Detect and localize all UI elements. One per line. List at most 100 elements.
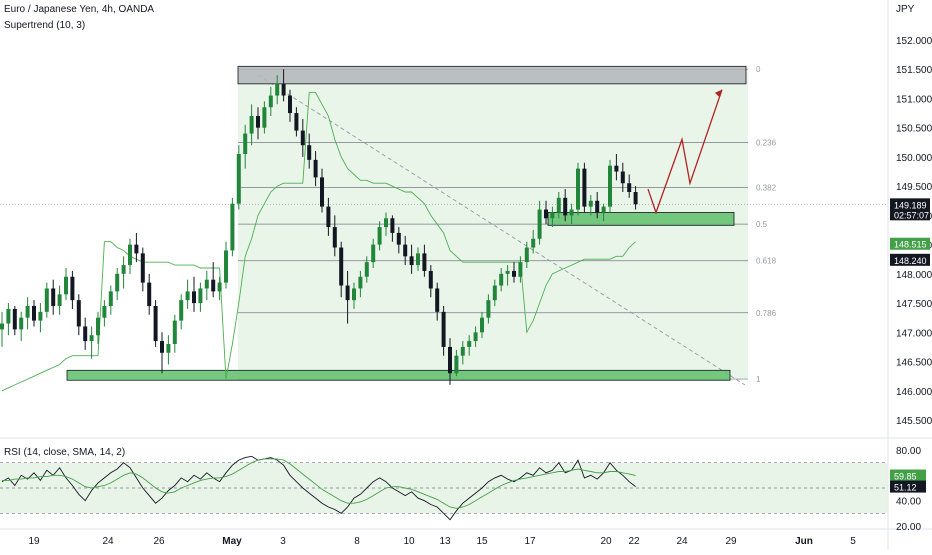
fib-level-label: 0.618 (756, 257, 777, 266)
chart-title: Euro / Japanese Yen, 4h, OANDA (4, 4, 155, 15)
candle-body (588, 200, 593, 207)
candle-body (96, 317, 100, 336)
candle-body (19, 317, 24, 330)
candle-body (364, 262, 369, 277)
price-tick-label: 150.500 (896, 124, 932, 135)
time-tick-label: 15 (476, 536, 488, 547)
candle-body (428, 270, 433, 289)
candle-body (467, 341, 472, 347)
candle-body (595, 200, 600, 213)
candle-body (300, 130, 305, 146)
projection-arrowhead (715, 89, 722, 97)
rsi-tag-label: 59.85 (894, 472, 917, 482)
candle-body (288, 95, 292, 114)
candle-body (25, 306, 30, 318)
candle-body (192, 291, 196, 304)
candle-body (544, 209, 548, 219)
candle-body (262, 107, 267, 128)
time-tick-label: 29 (725, 536, 737, 547)
fib-level-label: 1 (756, 375, 761, 384)
time-tick-label: 5 (850, 536, 856, 547)
candle-body (115, 273, 120, 292)
candle-body (582, 168, 587, 207)
price-tag-bg (890, 253, 930, 266)
rsi-tag-bg (890, 480, 926, 493)
time-tick-label: 26 (153, 536, 165, 547)
candle-body (435, 288, 440, 312)
fib-level-label: 0.236 (756, 138, 777, 147)
candle-body (307, 145, 312, 160)
candle-body (108, 291, 113, 306)
candle-body (377, 227, 382, 245)
rsi-tick-label: 80.00 (896, 446, 921, 457)
candle-body (384, 218, 388, 228)
candle-body (83, 326, 88, 342)
candle-body (505, 270, 510, 274)
candle-body (326, 206, 331, 228)
candle-body (179, 300, 184, 321)
price-tag-bg (890, 198, 930, 221)
candle-body (121, 265, 126, 274)
candle-body (320, 177, 324, 207)
candle-body (480, 317, 484, 333)
price-tick-label: 151.500 (896, 65, 932, 76)
candle-body (57, 294, 62, 306)
time-tick-label: 3 (280, 536, 286, 547)
candle-body (473, 332, 478, 342)
trend-line-dashed (257, 74, 746, 386)
candle-body (339, 247, 344, 286)
rsi-tag-label: 51.12 (894, 483, 917, 493)
candle-body (550, 212, 555, 219)
price-tick-label: 146.000 (896, 387, 932, 398)
candle-body (390, 218, 395, 233)
candle-body (249, 116, 254, 134)
candle-body (416, 253, 420, 266)
currency-label: JPY (896, 4, 915, 15)
price-tag-label: 148.240 (894, 256, 927, 266)
price-tick-label: 147.000 (896, 328, 932, 339)
candle-body (441, 311, 446, 347)
candle-body (166, 344, 171, 353)
candle-body (147, 282, 152, 306)
candle-body (185, 291, 190, 301)
candle-body (89, 335, 94, 342)
price-tick-label: 150.000 (896, 153, 932, 164)
time-tick-label: 8 (354, 536, 360, 547)
rsi-ma-line (2, 458, 636, 509)
candle-body (608, 165, 612, 207)
candle-body (537, 209, 542, 239)
candle-body (633, 192, 638, 205)
candle-body (313, 159, 318, 178)
time-tick-label: May (222, 536, 242, 547)
candle-body (204, 279, 209, 289)
candle-body (614, 165, 619, 172)
candle-body (492, 285, 497, 301)
price-tick-label: 148.000 (896, 270, 932, 281)
candle-body (512, 270, 516, 277)
candle-body (409, 256, 414, 266)
time-tick-label: 24 (676, 536, 688, 547)
resistance-zone (237, 65, 747, 85)
candle-body (422, 253, 427, 271)
support-lower-zone (66, 369, 731, 381)
rsi-tick-label: 20.00 (896, 522, 921, 533)
candle-body (601, 206, 606, 213)
time-tick-label: 22 (628, 536, 640, 547)
projection-path (647, 89, 723, 215)
candle-body (345, 285, 350, 301)
candle-body (102, 306, 107, 318)
time-tick-label: 20 (600, 536, 612, 547)
price-tick-label: 151.000 (896, 94, 932, 105)
candle-body (128, 244, 132, 266)
supertrend-line (1, 92, 636, 392)
time-tick-label: 24 (102, 536, 114, 547)
time-tick-label: 19 (28, 536, 40, 547)
candle-body (569, 209, 574, 216)
candle-body (198, 288, 203, 304)
price-tick-label: 145.500 (896, 416, 932, 427)
price-tag-countdown: 02:57:07 (894, 210, 929, 220)
fib-level-label: 0 (756, 65, 761, 74)
fib-level-label: 0.786 (756, 309, 777, 318)
